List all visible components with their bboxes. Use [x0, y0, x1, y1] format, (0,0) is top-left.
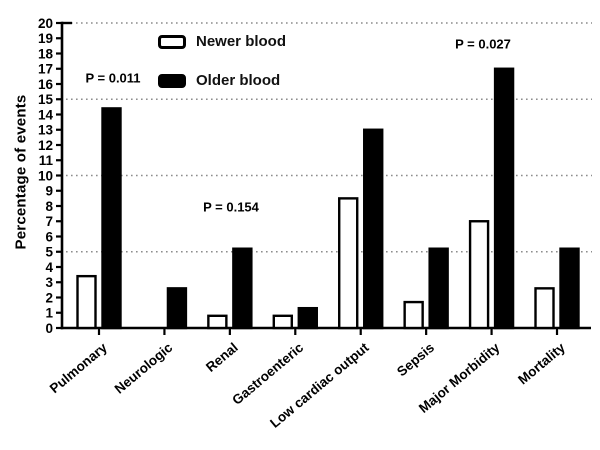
bar-older-blood-sepsis — [428, 247, 449, 330]
y-tick-label-20: 20 — [38, 16, 53, 31]
y-tick-label-13: 13 — [38, 123, 54, 138]
bar-older-blood-gastroenteric — [297, 306, 318, 330]
y-tick-label-15: 15 — [38, 92, 54, 107]
bar-newer-blood-renal — [207, 314, 228, 330]
y-tick-label-7: 7 — [45, 214, 53, 229]
category-label-pulmonary: Pulmonary — [47, 340, 110, 397]
y-tick-label-1: 1 — [45, 306, 53, 321]
bar-newer-blood-mortality — [534, 287, 555, 330]
category-label-neurologic: Neurologic — [112, 339, 176, 396]
category-label-mortality: Mortality — [515, 339, 568, 387]
p-value-annotation-pulmonary: P = 0.011 — [85, 70, 141, 86]
bar-newer-blood-pulmonary — [76, 274, 97, 330]
legend-item-newer-blood: Newer blood — [158, 33, 286, 50]
y-tick-label-4: 4 — [45, 260, 53, 275]
bar-newer-blood-gastroenteric — [272, 314, 293, 330]
bar-older-blood-major-morbidity — [493, 67, 515, 330]
bar-older-blood-low-cardiac-output — [363, 128, 384, 330]
y-tick-label-9: 9 — [45, 184, 53, 199]
bar-newer-blood-low-cardiac-output — [338, 197, 359, 330]
y-tick-label-19: 19 — [38, 31, 53, 46]
y-tick-label-8: 8 — [45, 199, 53, 214]
bar-older-blood-neurologic — [166, 287, 188, 330]
p-value-annotation-major-morbidity: P = 0.027 — [455, 36, 511, 52]
bar-older-blood-mortality — [559, 247, 580, 330]
y-axis-title: Percentage of events — [12, 94, 30, 250]
bar-newer-blood-major-morbidity — [468, 220, 490, 330]
bar-older-blood-renal — [232, 247, 253, 330]
bar-older-blood-pulmonary — [101, 107, 122, 330]
y-tick-label-10: 10 — [38, 168, 53, 183]
y-tick-label-6: 6 — [45, 229, 53, 244]
legend-swatch-newer-blood — [158, 34, 186, 49]
category-label-sepsis: Sepsis — [394, 340, 437, 379]
y-tick-label-0: 0 — [45, 321, 53, 336]
y-tick-label-16: 16 — [38, 77, 54, 92]
y-tick-label-12: 12 — [38, 138, 53, 153]
legend-label-older-blood: Older blood — [196, 72, 281, 89]
legend: Newer blood Older blood — [158, 33, 286, 111]
y-tick-label-14: 14 — [38, 107, 54, 122]
y-tick-label-18: 18 — [38, 46, 54, 61]
legend-label-newer-blood: Newer blood — [196, 33, 287, 50]
p-value-annotation-renal: P = 0.154 — [203, 199, 259, 215]
legend-swatch-older-blood — [158, 73, 186, 88]
y-tick-label-2: 2 — [45, 290, 53, 305]
bar-newer-blood-sepsis — [403, 300, 424, 330]
y-tick-label-3: 3 — [45, 275, 53, 290]
category-label-renal: Renal — [203, 340, 241, 375]
y-tick-label-11: 11 — [39, 153, 54, 168]
y-tick-label-17: 17 — [38, 62, 53, 77]
y-tick-label-5: 5 — [45, 245, 53, 260]
legend-item-older-blood: Older blood — [158, 72, 286, 89]
